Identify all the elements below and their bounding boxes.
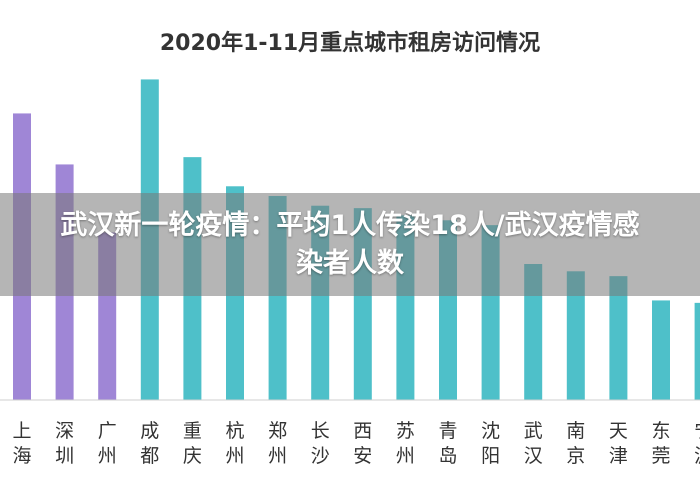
bar-17 <box>694 302 700 400</box>
category-label-10: 苏州 <box>396 420 415 467</box>
category-label-13: 武汉 <box>524 420 543 467</box>
headline-overlay-banner: 武汉新一轮疫情：平均1人传染18人/武汉疫情感染者人数 <box>0 193 700 296</box>
category-label-1: 上海 <box>12 420 31 467</box>
category-label-11: 青岛 <box>438 420 457 467</box>
category-label-7: 郑州 <box>268 420 287 467</box>
category-label-12: 沈阳 <box>481 420 500 467</box>
bar-14 <box>566 271 585 400</box>
category-label-16: 东莞 <box>651 420 670 467</box>
bar-16 <box>652 300 670 400</box>
headline-text: 武汉新一轮疫情：平均1人传染18人/武汉疫情感染者人数 <box>60 209 640 279</box>
category-labels: 上海深圳广州成都重庆杭州郑州长沙西安苏州青岛沈阳武汉南京天津东莞宁波 <box>12 420 700 467</box>
category-label-8: 长沙 <box>311 420 330 467</box>
category-label-17: 宁波 <box>694 420 700 467</box>
category-label-6: 杭州 <box>225 420 244 467</box>
category-label-9: 西安 <box>353 420 372 467</box>
category-label-2: 深圳 <box>55 420 74 467</box>
category-label-5: 重庆 <box>183 420 202 467</box>
category-label-14: 南京 <box>566 420 585 467</box>
bar-15 <box>609 276 628 400</box>
bar-13 <box>524 264 543 400</box>
category-label-15: 天津 <box>609 420 628 467</box>
chart-title: 2020年1-11月重点城市租房访问情况 <box>160 30 540 56</box>
category-label-4: 成都 <box>140 420 159 467</box>
category-label-3: 广州 <box>98 420 117 467</box>
